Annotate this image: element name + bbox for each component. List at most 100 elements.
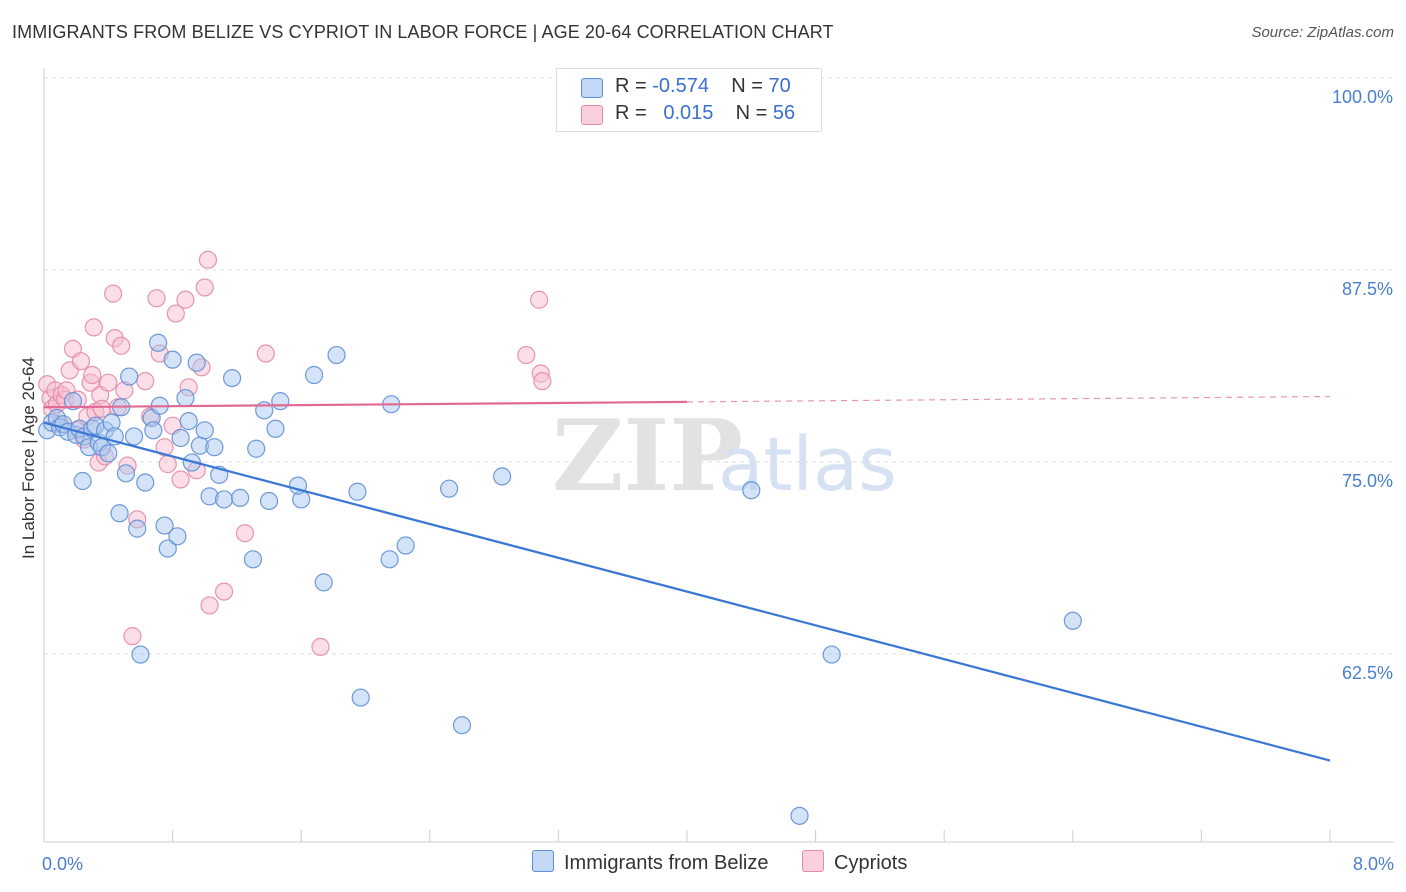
belize-point xyxy=(187,353,206,372)
y-axis-label: In Labor Force | Age 20-64 xyxy=(19,357,38,559)
cypriots-point xyxy=(99,373,118,392)
cypriots-point xyxy=(214,582,234,601)
cypriots-point xyxy=(84,318,103,337)
belize-point xyxy=(266,419,285,438)
belize-point xyxy=(171,428,190,448)
cypriots-point xyxy=(171,470,190,489)
legend-n-value-cypriots: 56 xyxy=(772,102,796,124)
legend-swatch-belize xyxy=(581,78,603,98)
cypriots-point xyxy=(235,524,255,543)
belize-point xyxy=(99,444,118,463)
cypriots-point xyxy=(176,290,195,309)
belize-point xyxy=(742,481,761,500)
x-tick-label-min: 0.0% xyxy=(42,854,83,874)
belize-point xyxy=(73,471,92,491)
cypriots-point xyxy=(83,365,102,385)
belize-point xyxy=(110,504,129,523)
axes xyxy=(43,68,1394,843)
cypriots-point xyxy=(166,304,185,323)
belize-point xyxy=(396,536,415,555)
belize-trend-line xyxy=(43,421,1331,762)
trend-lines xyxy=(43,395,1331,762)
legend-n-label: N = xyxy=(731,75,769,97)
belize-point xyxy=(116,464,136,483)
correlation-legend: R = -0.574 N = 70 R = 0.015 N = 56 xyxy=(556,68,822,132)
cypriots-point xyxy=(195,278,214,297)
bottom-legend-label-belize: Immigrants from Belize xyxy=(564,852,769,874)
legend-n-label: N = xyxy=(735,102,773,124)
belize-point xyxy=(131,645,150,664)
cypriots-trend-line-extrapolated xyxy=(686,395,1331,403)
cypriots-point xyxy=(533,372,552,391)
bottom-legend-cypriots: Cypriots xyxy=(802,850,907,875)
cypriots-point xyxy=(123,627,142,646)
belize-point xyxy=(271,392,290,411)
belize-point xyxy=(136,473,155,492)
y-tick-label: 100.0% xyxy=(1332,87,1393,107)
cypriots-point xyxy=(112,336,131,355)
grid-lines xyxy=(44,77,1394,655)
cypriots-point xyxy=(256,344,275,363)
cypriots-point xyxy=(517,345,536,365)
cypriots-point xyxy=(136,372,155,391)
cypriots-point xyxy=(530,290,549,309)
belize-point xyxy=(155,516,174,535)
chart-title: IMMIGRANTS FROM BELIZE VS CYPRIOT IN LAB… xyxy=(12,22,834,42)
x-ticks xyxy=(172,830,1331,842)
belize-point xyxy=(149,333,168,352)
belize-point xyxy=(327,345,346,365)
belize-point xyxy=(304,365,324,385)
cypriots-point xyxy=(311,637,330,656)
belize-point xyxy=(144,421,163,440)
bottom-legend-belize: Immigrants from Belize xyxy=(532,850,769,875)
legend-r-label: R = xyxy=(615,102,653,124)
belize-point xyxy=(243,550,263,569)
belize-point xyxy=(205,438,224,457)
belize-point xyxy=(214,490,234,509)
belize-point xyxy=(348,482,367,501)
belize-point xyxy=(128,519,147,538)
y-tick-label: 62.5% xyxy=(1342,663,1393,683)
legend-r-label: R = xyxy=(615,75,653,97)
belize-point xyxy=(452,716,472,735)
belize-point xyxy=(163,350,182,369)
cypriots-point xyxy=(200,596,219,615)
belize-point xyxy=(439,479,459,498)
belize-point xyxy=(176,388,195,408)
bottom-legend-swatch-belize xyxy=(532,850,554,872)
cypriots-trend-line xyxy=(43,400,688,409)
cypriots-point xyxy=(104,284,123,303)
chart-source: Source: ZipAtlas.com xyxy=(1251,24,1394,41)
belize-point xyxy=(158,539,177,558)
belize-point xyxy=(124,427,144,446)
belize-point xyxy=(195,421,214,440)
y-tick-label: 87.5% xyxy=(1342,279,1393,299)
bottom-legend-swatch-cypriots xyxy=(802,850,824,872)
y-tick-labels: 62.5% 75.0% 87.5% 100.0% xyxy=(1332,87,1393,683)
belize-point xyxy=(247,439,266,458)
belize-point xyxy=(179,411,198,431)
belize-point xyxy=(380,550,399,569)
bottom-legend-label-cypriots: Cypriots xyxy=(834,852,908,874)
belize-point xyxy=(231,488,250,507)
belize-point xyxy=(1063,611,1082,630)
watermark: ZIP atlas xyxy=(552,399,897,514)
cypriots-point xyxy=(198,250,218,269)
belize-point xyxy=(63,392,83,411)
belize-point xyxy=(168,527,187,546)
belize-point xyxy=(259,491,279,511)
cypriots-point xyxy=(147,289,166,308)
legend-r-value-cypriots: 0.015 xyxy=(663,102,714,124)
belize-point xyxy=(351,688,370,707)
legend-n-value-belize: 70 xyxy=(768,75,791,97)
belize-point xyxy=(493,467,512,486)
legend-r-value-belize: -0.574 xyxy=(652,75,709,97)
belize-point xyxy=(822,645,841,664)
belize-point xyxy=(222,368,242,388)
belize-point xyxy=(120,367,139,386)
legend-swatch-cypriots xyxy=(581,105,603,125)
belize-point xyxy=(790,806,809,825)
cypriots-point xyxy=(71,352,91,371)
belize-point xyxy=(314,573,333,592)
x-tick-label-max: 8.0% xyxy=(1353,854,1394,874)
